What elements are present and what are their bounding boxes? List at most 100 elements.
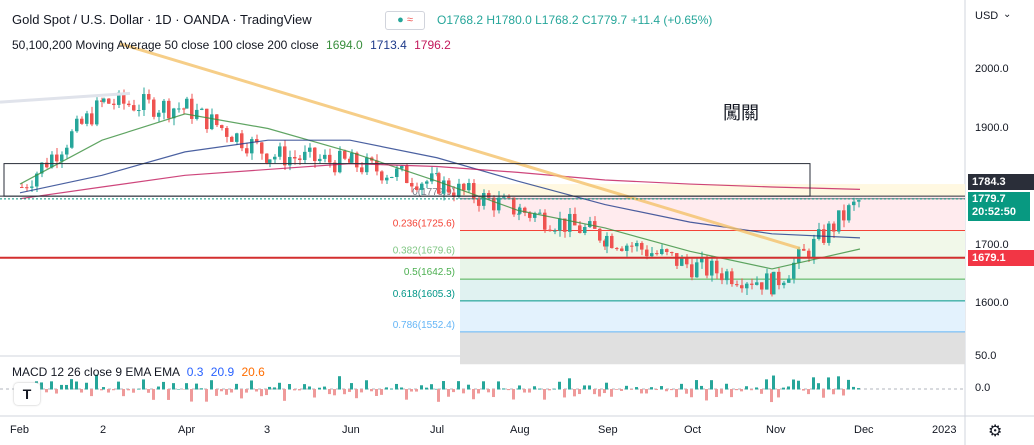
macd-label[interactable]: MACD 12 26 close 9 EMA EMA — [12, 365, 180, 379]
ma100-value: 1713.4 — [370, 38, 407, 52]
macd-histogram-bar — [333, 389, 336, 396]
tradingview-logo[interactable]: T — [14, 383, 40, 405]
candle-body — [157, 112, 161, 117]
candle-body — [538, 212, 542, 214]
macd-histogram-bar — [462, 389, 465, 394]
macd-histogram-bar — [452, 389, 455, 393]
macd-histogram-bar — [435, 388, 438, 390]
candle-body — [452, 192, 456, 197]
candle-body — [117, 92, 121, 105]
macd-histogram-bar — [122, 389, 125, 397]
candle-body — [348, 158, 352, 163]
macd-histogram-bar — [482, 381, 485, 390]
time-tick: Feb — [10, 424, 29, 436]
time-tick: Apr — [178, 424, 196, 436]
macd-histogram-bar — [107, 389, 110, 393]
candle-body — [90, 113, 94, 125]
candle-body — [380, 171, 384, 181]
candle-body — [350, 152, 354, 163]
macd-histogram-bar — [195, 383, 198, 390]
candle-body — [365, 157, 369, 173]
ma-label[interactable]: 50,100,200 Moving Average 50 close 100 c… — [12, 38, 319, 52]
candle-body — [355, 152, 359, 168]
candle-body — [323, 154, 327, 159]
candle-body — [807, 250, 811, 259]
macd-histogram-bar — [420, 385, 423, 390]
candle-body — [797, 248, 801, 263]
candle-body — [593, 221, 597, 229]
macd-histogram-bar — [200, 388, 203, 390]
candle-body — [210, 114, 214, 130]
macd-histogram-bar — [255, 389, 258, 392]
candle-body — [268, 159, 272, 163]
macd-histogram-bar — [583, 385, 586, 390]
macd-histogram-bar — [220, 389, 223, 392]
candle-body — [250, 139, 254, 154]
bar-countdown: 20:52:50 — [972, 206, 1017, 218]
currency-dropdown-icon[interactable]: ⌄ — [1003, 9, 1012, 20]
macd-value: 0.3 — [186, 365, 204, 379]
macd-histogram-bar — [640, 389, 643, 394]
candle-body — [185, 98, 189, 109]
fib-level-label: 0(1779.9) — [412, 187, 455, 198]
candle-body — [528, 212, 532, 218]
candle-body — [20, 187, 24, 188]
candle-body — [745, 283, 749, 289]
candle-body — [770, 273, 774, 295]
macd-histogram-bar — [787, 386, 790, 390]
settings-gear-icon[interactable]: ⚙ — [988, 423, 1003, 440]
candle-body — [523, 207, 527, 213]
macd-histogram-bar — [132, 389, 135, 393]
macd-histogram-bar — [523, 389, 526, 393]
candle-body — [30, 186, 34, 188]
candle-body — [772, 271, 776, 295]
compare-icon[interactable]: ● ≈ — [385, 11, 425, 30]
macd-histogram-bar — [102, 387, 105, 390]
macd-histogram-bar — [603, 389, 606, 394]
price-tick: 1700.0 — [975, 239, 1009, 251]
candle-body — [415, 186, 419, 190]
macd-histogram-bar — [245, 389, 248, 393]
candle-body — [273, 156, 277, 160]
candle-body — [45, 162, 49, 168]
macd-histogram-bar — [700, 385, 703, 390]
candle-body — [787, 278, 791, 283]
macd-histogram-bar — [497, 381, 500, 390]
macd-histogram-bar — [152, 389, 155, 400]
support-price-tag: 1679.1 — [968, 250, 1034, 266]
candle-body — [278, 146, 282, 157]
candle-body — [410, 183, 414, 187]
macd-histogram-bar — [348, 389, 351, 392]
annotation-text[interactable]: 闖關 — [723, 103, 759, 124]
candle-body — [700, 257, 704, 263]
macd-histogram-bar — [375, 389, 378, 396]
macd-histogram-bar — [303, 384, 306, 390]
candle-body — [710, 260, 714, 276]
macd-histogram-bar — [447, 389, 450, 397]
candle-body — [200, 108, 204, 110]
candle-body — [303, 151, 307, 161]
macd-histogram-bar — [512, 389, 515, 400]
candle-body — [137, 110, 141, 112]
candle-body — [837, 210, 841, 232]
candle-body — [665, 249, 669, 253]
currency-label[interactable]: USD — [975, 10, 999, 22]
candle-body — [690, 264, 694, 278]
symbol-title[interactable]: Gold Spot / U.S. Dollar · 1D · OANDA · T… — [12, 12, 312, 27]
candle-body — [533, 213, 537, 218]
time-tick: Jun — [342, 424, 360, 436]
macd-histogram-bar — [553, 388, 556, 390]
price-tick: 2000.0 — [975, 63, 1009, 75]
macd-histogram-bar — [548, 389, 551, 391]
macd-histogram-bar — [298, 389, 301, 391]
candle-body — [60, 154, 64, 162]
candle-body — [792, 262, 796, 279]
macd-histogram-bar — [442, 381, 445, 390]
macd-tick: 50.0 — [975, 350, 997, 362]
macd-histogram-bar — [323, 386, 326, 390]
candle-body — [80, 118, 84, 124]
macd-histogram-bar — [492, 389, 495, 398]
macd-histogram-bar — [578, 389, 581, 395]
candle-body — [298, 158, 302, 161]
